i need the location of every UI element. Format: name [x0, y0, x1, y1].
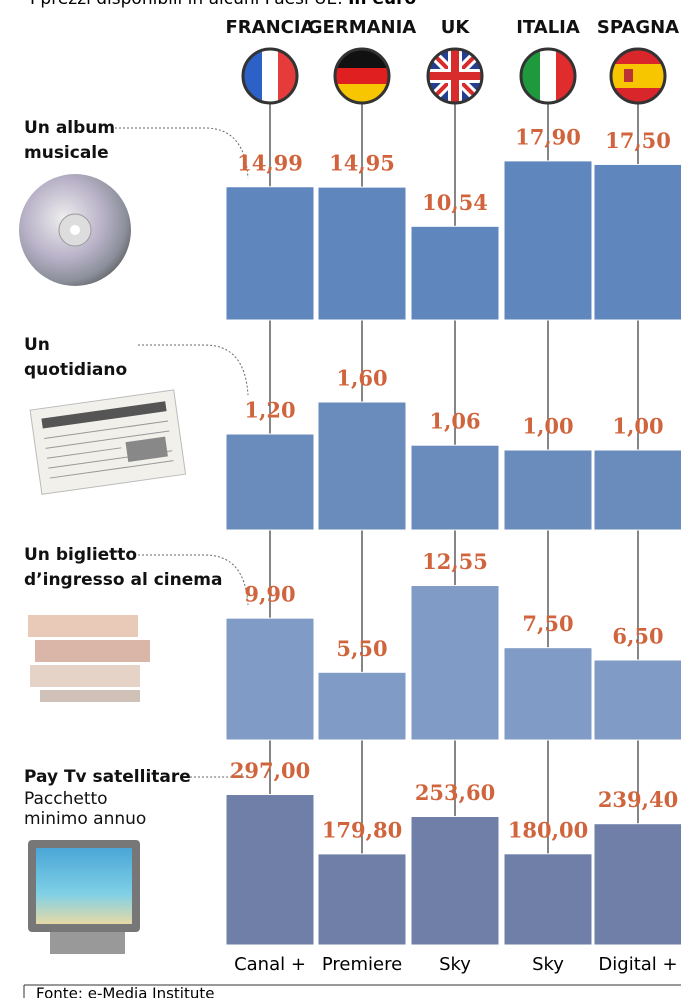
header: I prezzi disponibili in alcuni Paesi UE.…	[30, 0, 416, 9]
country-label: ITALIA	[516, 17, 580, 38]
value-label: 297,00	[230, 758, 310, 783]
row-title: musicale	[24, 143, 109, 163]
row-subtitle: Pacchetto	[24, 789, 108, 809]
value-label: 1,00	[522, 414, 573, 439]
value-label: 9,90	[244, 582, 295, 607]
bar	[504, 854, 592, 945]
provider-label: Premiere	[322, 954, 402, 975]
bar	[226, 795, 314, 945]
value-label: 239,40	[598, 787, 678, 812]
row-title: Un biglietto	[24, 545, 137, 565]
cd-icon	[19, 174, 131, 286]
bar	[411, 445, 499, 530]
row-title: quotidiano	[24, 360, 127, 380]
flag-italy	[521, 49, 575, 103]
value-label: 180,00	[508, 817, 588, 842]
bar	[504, 648, 592, 740]
source: Fonte: e-Media Institute	[36, 985, 214, 998]
value-label: 17,50	[605, 128, 671, 153]
value-label: 14,99	[237, 150, 303, 175]
bar	[504, 450, 592, 530]
value-label: 12,55	[422, 549, 488, 574]
bar	[504, 161, 592, 320]
country-label: GERMANIA	[308, 17, 417, 38]
flag-germany	[335, 49, 389, 103]
value-label: 7,50	[522, 611, 573, 636]
bar	[226, 618, 314, 740]
value-label: 253,60	[415, 780, 495, 805]
row-title: Un	[24, 335, 50, 355]
row-title: Un album	[24, 118, 115, 138]
bar	[318, 402, 406, 530]
value-label: 17,90	[515, 124, 581, 149]
row-title: Pay Tv satellitare	[24, 767, 191, 787]
bar	[318, 187, 406, 320]
value-label: 1,06	[429, 409, 480, 434]
country-label: FRANCIA	[226, 17, 315, 38]
row-title: d’ingresso al cinema	[24, 570, 222, 590]
value-label: 1,20	[244, 398, 295, 423]
leader-line	[138, 345, 248, 395]
country-label: UK	[441, 17, 471, 38]
value-label: 14,95	[329, 151, 395, 176]
bar	[226, 434, 314, 530]
tickets-icon	[28, 615, 150, 702]
provider-label: Digital +	[598, 954, 677, 975]
provider-label: Canal +	[234, 954, 306, 975]
row-subtitle: minimo annuo	[24, 809, 146, 829]
value-label: 5,50	[336, 636, 387, 661]
flag-uk	[428, 49, 482, 103]
provider-label: Sky	[532, 954, 564, 975]
page: I prezzi disponibili in alcuni Paesi UE.…	[0, 0, 681, 998]
bar	[411, 586, 499, 740]
bar	[594, 824, 681, 945]
newspaper-icon	[30, 390, 185, 494]
flag-spain	[611, 49, 665, 103]
bar	[594, 164, 681, 320]
bar	[594, 660, 681, 740]
value-label: 179,80	[322, 817, 402, 842]
bar	[411, 817, 499, 945]
country-label: SPAGNA	[597, 17, 679, 38]
value-label: 1,60	[336, 366, 387, 391]
value-label: 6,50	[612, 624, 663, 649]
bar	[411, 226, 499, 320]
bar	[594, 450, 681, 530]
bar	[318, 854, 406, 945]
bar	[226, 187, 314, 320]
bar	[318, 672, 406, 740]
infographic: I prezzi disponibili in alcuni Paesi UE.…	[0, 0, 681, 998]
flag-france	[243, 49, 297, 103]
leader-line	[115, 128, 248, 178]
provider-label: Sky	[439, 954, 471, 975]
tv-icon	[28, 840, 140, 954]
value-label: 1,00	[612, 414, 663, 439]
value-label: 10,54	[422, 190, 488, 215]
